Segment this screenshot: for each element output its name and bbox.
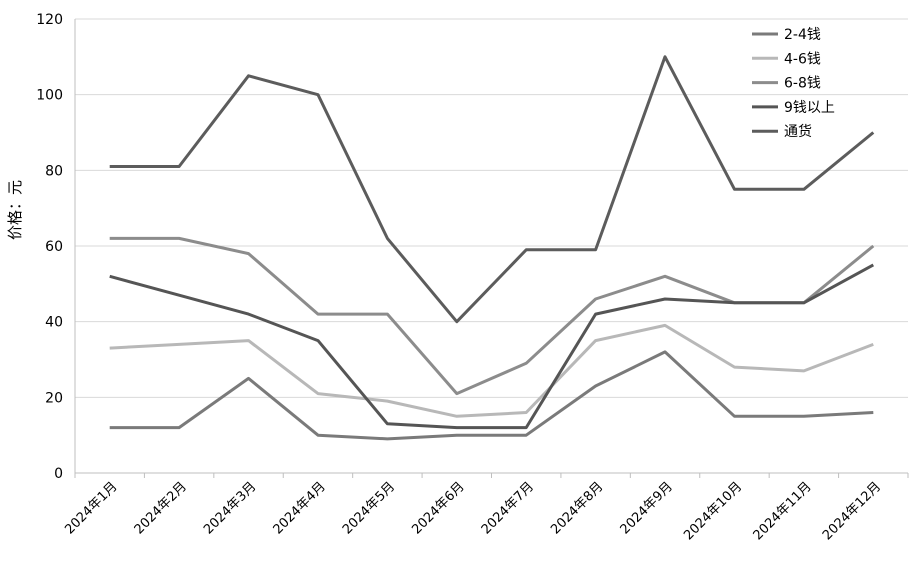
y-tick-label: 60 — [45, 239, 63, 255]
y-axis-label: 价格：元 — [6, 180, 24, 240]
series-line — [109, 323, 874, 418]
legend-label: 4-6钱 — [784, 51, 821, 67]
x-tick-label: 2024年7月 — [479, 479, 537, 537]
y-tick-label: 120 — [36, 12, 63, 28]
legend-item: 通货 — [752, 123, 812, 140]
series-lines — [109, 55, 875, 441]
legend-item: 9钱以上 — [752, 100, 835, 116]
series-line — [109, 350, 874, 441]
legend-label: 2-4钱 — [784, 27, 821, 43]
legend-label: 9钱以上 — [784, 100, 835, 116]
x-tick-label: 2024年6月 — [409, 479, 467, 537]
y-tick-label: 20 — [45, 390, 63, 406]
x-tick-labels: 2024年1月 2024年2月 2024年3月 2024年4月 2024年5月 2024年… — [62, 479, 884, 543]
x-tick-label: 2024年4月 — [271, 479, 329, 537]
legend-item: 6-8钱 — [752, 76, 821, 92]
y-tick-label: 40 — [45, 315, 63, 331]
legend-label: 6-8钱 — [784, 76, 821, 92]
x-tick-label: 2024年3月 — [201, 479, 259, 537]
x-tick-label: 2024年12月 — [820, 479, 884, 543]
x-tick-label: 2024年1月 — [62, 479, 120, 537]
y-tick-label: 0 — [54, 466, 63, 482]
legend-item: 4-6钱 — [752, 51, 821, 67]
x-tick-label: 2024年10月 — [681, 479, 745, 543]
y-tick-label: 80 — [45, 163, 63, 179]
series-line — [109, 236, 875, 396]
legend-item: 2-4钱 — [752, 27, 821, 43]
x-tick-label: 2024年2月 — [132, 479, 190, 537]
series-line — [109, 55, 875, 324]
x-tick-label: 2024年9月 — [618, 479, 676, 537]
x-tick-label: 2024年11月 — [751, 479, 815, 543]
x-tick-label: 2024年5月 — [340, 479, 398, 537]
series-line — [109, 263, 875, 430]
legend-label: 通货 — [784, 123, 812, 140]
y-tick-labels: 0 20 40 60 80 100 120 — [36, 12, 63, 482]
x-tick-label: 2024年8月 — [548, 479, 606, 537]
axes — [74, 19, 909, 478]
y-tick-label: 100 — [36, 88, 63, 104]
